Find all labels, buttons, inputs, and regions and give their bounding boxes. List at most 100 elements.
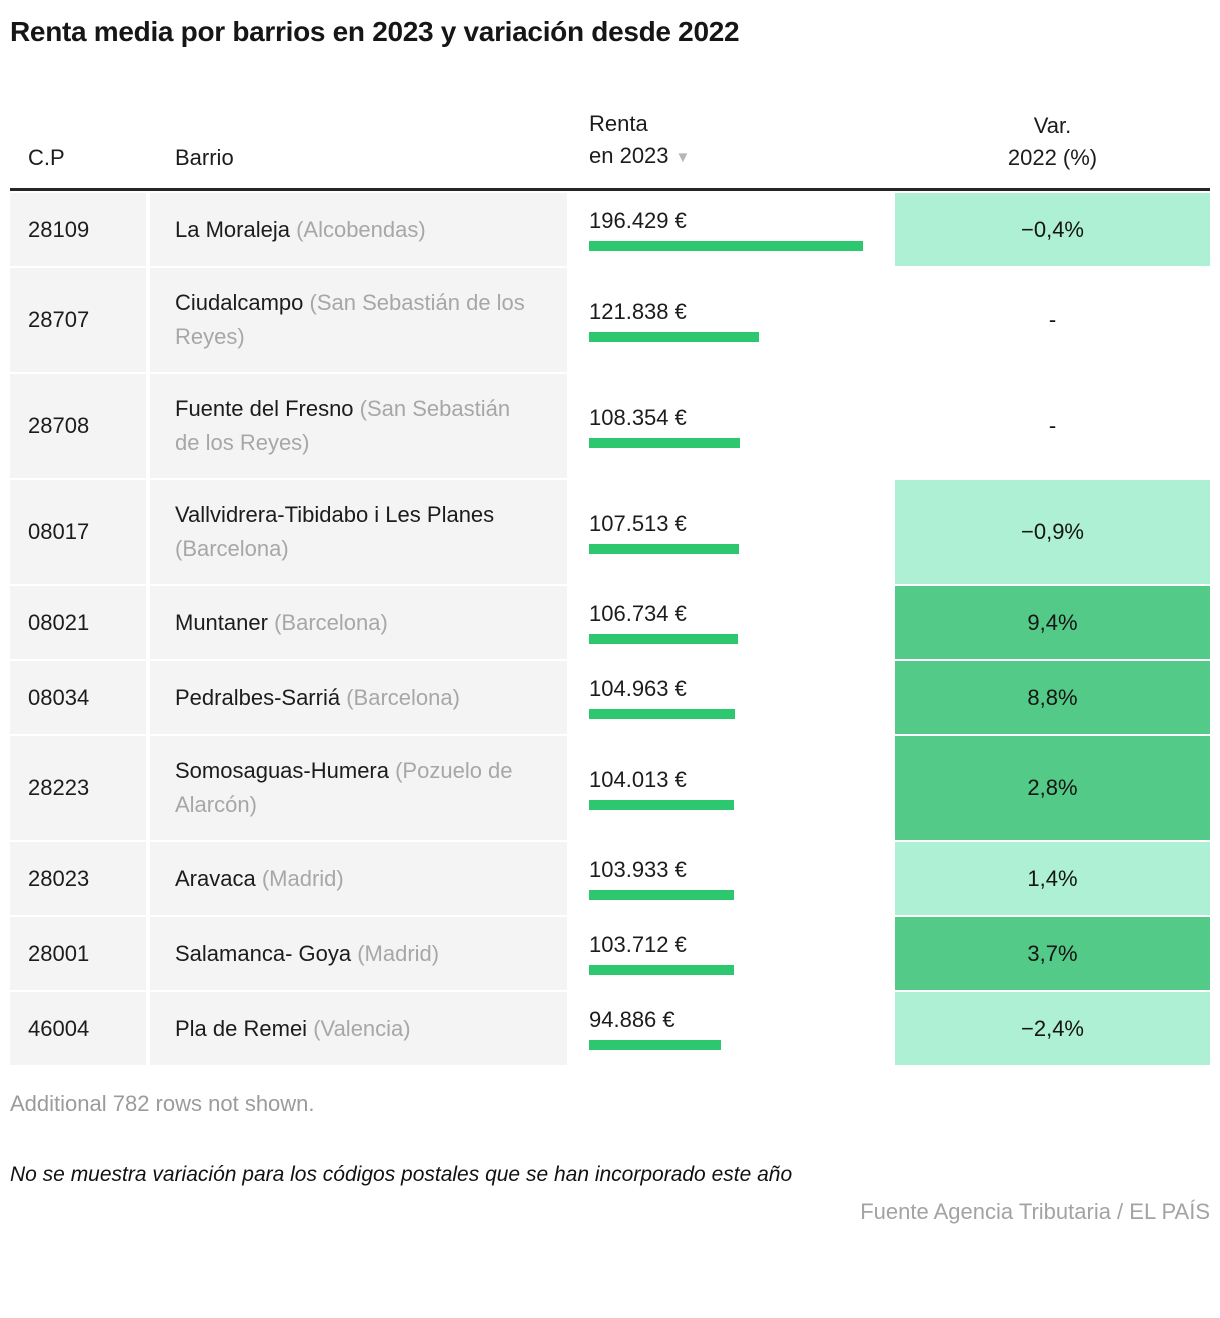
renta-value: 196.429 € (589, 208, 687, 233)
cell-renta: 121.838 € (567, 268, 895, 372)
methodology-note: No se muestra variación para los códigos… (10, 1163, 793, 1186)
cell-barrio: Pedralbes-Sarriá (Barcelona) (150, 661, 567, 734)
cell-renta: 94.886 € (567, 992, 895, 1065)
cell-barrio: Muntaner (Barcelona) (150, 586, 567, 659)
renta-bar (589, 890, 734, 900)
cell-postal-code: 46004 (10, 992, 150, 1065)
column-header-renta: Renta en 2023 ▼ (567, 108, 895, 174)
page-title: Renta media por barrios en 2023 y variac… (10, 16, 740, 47)
cell-variation: 8,8% (895, 661, 1210, 734)
renta-value: 94.886 € (589, 1007, 675, 1032)
renta-value: 103.712 € (589, 932, 687, 957)
column-header-var-line2: 2022 (%) (1007, 145, 1098, 170)
cell-postal-code: 28109 (10, 193, 150, 266)
barrio-name: Muntaner (175, 609, 268, 635)
cell-barrio: Salamanca- Goya (Madrid) (150, 917, 567, 990)
rows-not-shown-note: Additional 782 rows not shown. (10, 1091, 315, 1116)
renta-bar (589, 799, 734, 810)
source-credit: Fuente Agencia Tributaria / EL PAÍS (860, 1199, 1210, 1224)
cell-barrio: Pla de Remei (Valencia) (150, 992, 567, 1065)
cell-barrio: Ciudalcampo (San Sebastián de los Reyes) (150, 268, 567, 372)
barrio-name: Aravaca (175, 865, 256, 891)
cell-barrio: La Moraleja (Alcobendas) (150, 193, 567, 266)
table-body: 28109 La Moraleja (Alcobendas) 196.429 €… (10, 193, 1210, 1065)
barrio-name: Vallvidrera-Tibidabo i Les Planes (175, 502, 495, 527)
cell-barrio: Somosaguas-Humera (Pozuelo de Alarcón) (150, 736, 567, 840)
renta-bar (589, 709, 735, 719)
cell-barrio: Aravaca (Madrid) (150, 842, 567, 915)
cell-variation: −2,4% (895, 992, 1210, 1065)
renta-value: 107.513 € (589, 510, 687, 536)
renta-bar (589, 965, 734, 975)
renta-bar (589, 1040, 721, 1050)
table-row: 28023 Aravaca (Madrid) 103.933 € 1,4% (10, 842, 1210, 915)
table-row: 28707 Ciudalcampo (San Sebastián de los … (10, 268, 1210, 372)
barrio-municipality: (Pozuelo de Alarcón) (175, 758, 513, 817)
renta-bar (589, 634, 738, 644)
sort-descending-icon[interactable]: ▼ (675, 149, 691, 166)
table-row: 46004 Pla de Remei (Valencia) 94.886 € −… (10, 992, 1210, 1065)
barrio-municipality: (Barcelona) (346, 684, 460, 710)
cell-variation: 9,4% (895, 586, 1210, 659)
renta-bar (589, 543, 739, 554)
renta-value: 106.734 € (589, 601, 687, 626)
cell-postal-code: 28001 (10, 917, 150, 990)
column-header-renta-line1: Renta (589, 111, 648, 136)
chart-card: Renta media por barrios en 2023 y variac… (0, 16, 1220, 1225)
barrio-name: Ciudalcampo (175, 290, 304, 315)
cell-variation: −0,4% (895, 193, 1210, 266)
cell-renta: 103.712 € (567, 917, 895, 990)
table-row: 08021 Muntaner (Barcelona) 106.734 € 9,4… (10, 586, 1210, 659)
barrio-name: Fuente del Fresno (175, 396, 354, 421)
barrio-name: Pla de Remei (175, 1015, 308, 1041)
table-row: 28708 Fuente del Fresno (San Sebastián d… (10, 374, 1210, 478)
renta-value: 104.013 € (589, 766, 687, 792)
cell-postal-code: 28223 (10, 736, 150, 840)
cell-postal-code: 28708 (10, 374, 150, 478)
barrio-municipality: (Valencia) (313, 1015, 411, 1041)
renta-value: 121.838 € (589, 298, 687, 324)
cell-renta: 108.354 € (567, 374, 895, 478)
table-row: 28001 Salamanca- Goya (Madrid) 103.712 €… (10, 917, 1210, 990)
cell-renta: 104.013 € (567, 736, 895, 840)
barrio-municipality: (Madrid) (261, 865, 344, 891)
table-header: C.P Barrio Renta en 2023 ▼ Var. 2022 (%) (10, 108, 1210, 191)
column-header-var-line1: Var. (1033, 113, 1072, 138)
barrio-municipality: (Madrid) (357, 940, 440, 966)
barrio-name: La Moraleja (175, 216, 290, 242)
table-row: 08017 Vallvidrera-Tibidabo i Les Planes … (10, 480, 1210, 584)
barrio-municipality: (Alcobendas) (296, 216, 426, 242)
cell-barrio: Vallvidrera-Tibidabo i Les Planes (Barce… (150, 480, 567, 584)
cell-postal-code: 08017 (10, 480, 150, 584)
cell-postal-code: 28023 (10, 842, 150, 915)
cell-variation: - (1048, 413, 1057, 438)
renta-bar (589, 437, 740, 448)
table-row: 28109 La Moraleja (Alcobendas) 196.429 €… (10, 193, 1210, 266)
barrio-municipality: (Barcelona) (274, 609, 388, 635)
barrio-municipality: (San Sebastián de los Reyes) (175, 396, 511, 455)
table-row: 08034 Pedralbes-Sarriá (Barcelona) 104.9… (10, 661, 1210, 734)
column-header-cp: C.P (28, 145, 65, 170)
column-header-renta-line2: en 2023 (589, 143, 669, 168)
renta-value: 103.933 € (589, 857, 687, 882)
cell-renta: 103.933 € (567, 842, 895, 915)
cell-postal-code: 28707 (10, 268, 150, 372)
cell-variation: 2,8% (895, 736, 1210, 840)
barrio-name: Salamanca- Goya (175, 940, 352, 966)
cell-renta: 104.963 € (567, 661, 895, 734)
renta-value: 104.963 € (589, 676, 687, 701)
barrio-municipality: (Barcelona) (175, 536, 289, 561)
renta-value: 108.354 € (589, 404, 687, 430)
column-header-var: Var. 2022 (%) (895, 110, 1210, 174)
barrio-name: Pedralbes-Sarriá (175, 684, 341, 710)
cell-variation: −0,9% (895, 480, 1210, 584)
cell-variation: 3,7% (895, 917, 1210, 990)
cell-renta: 107.513 € (567, 480, 895, 584)
cell-barrio: Fuente del Fresno (San Sebastián de los … (150, 374, 567, 478)
table-row: 28223 Somosaguas-Humera (Pozuelo de Alar… (10, 736, 1210, 840)
renta-bar (589, 331, 759, 342)
renta-bar (589, 241, 863, 251)
barrio-name: Somosaguas-Humera (175, 758, 389, 783)
cell-variation: 1,4% (895, 842, 1210, 915)
column-header-barrio: Barrio (175, 145, 234, 170)
